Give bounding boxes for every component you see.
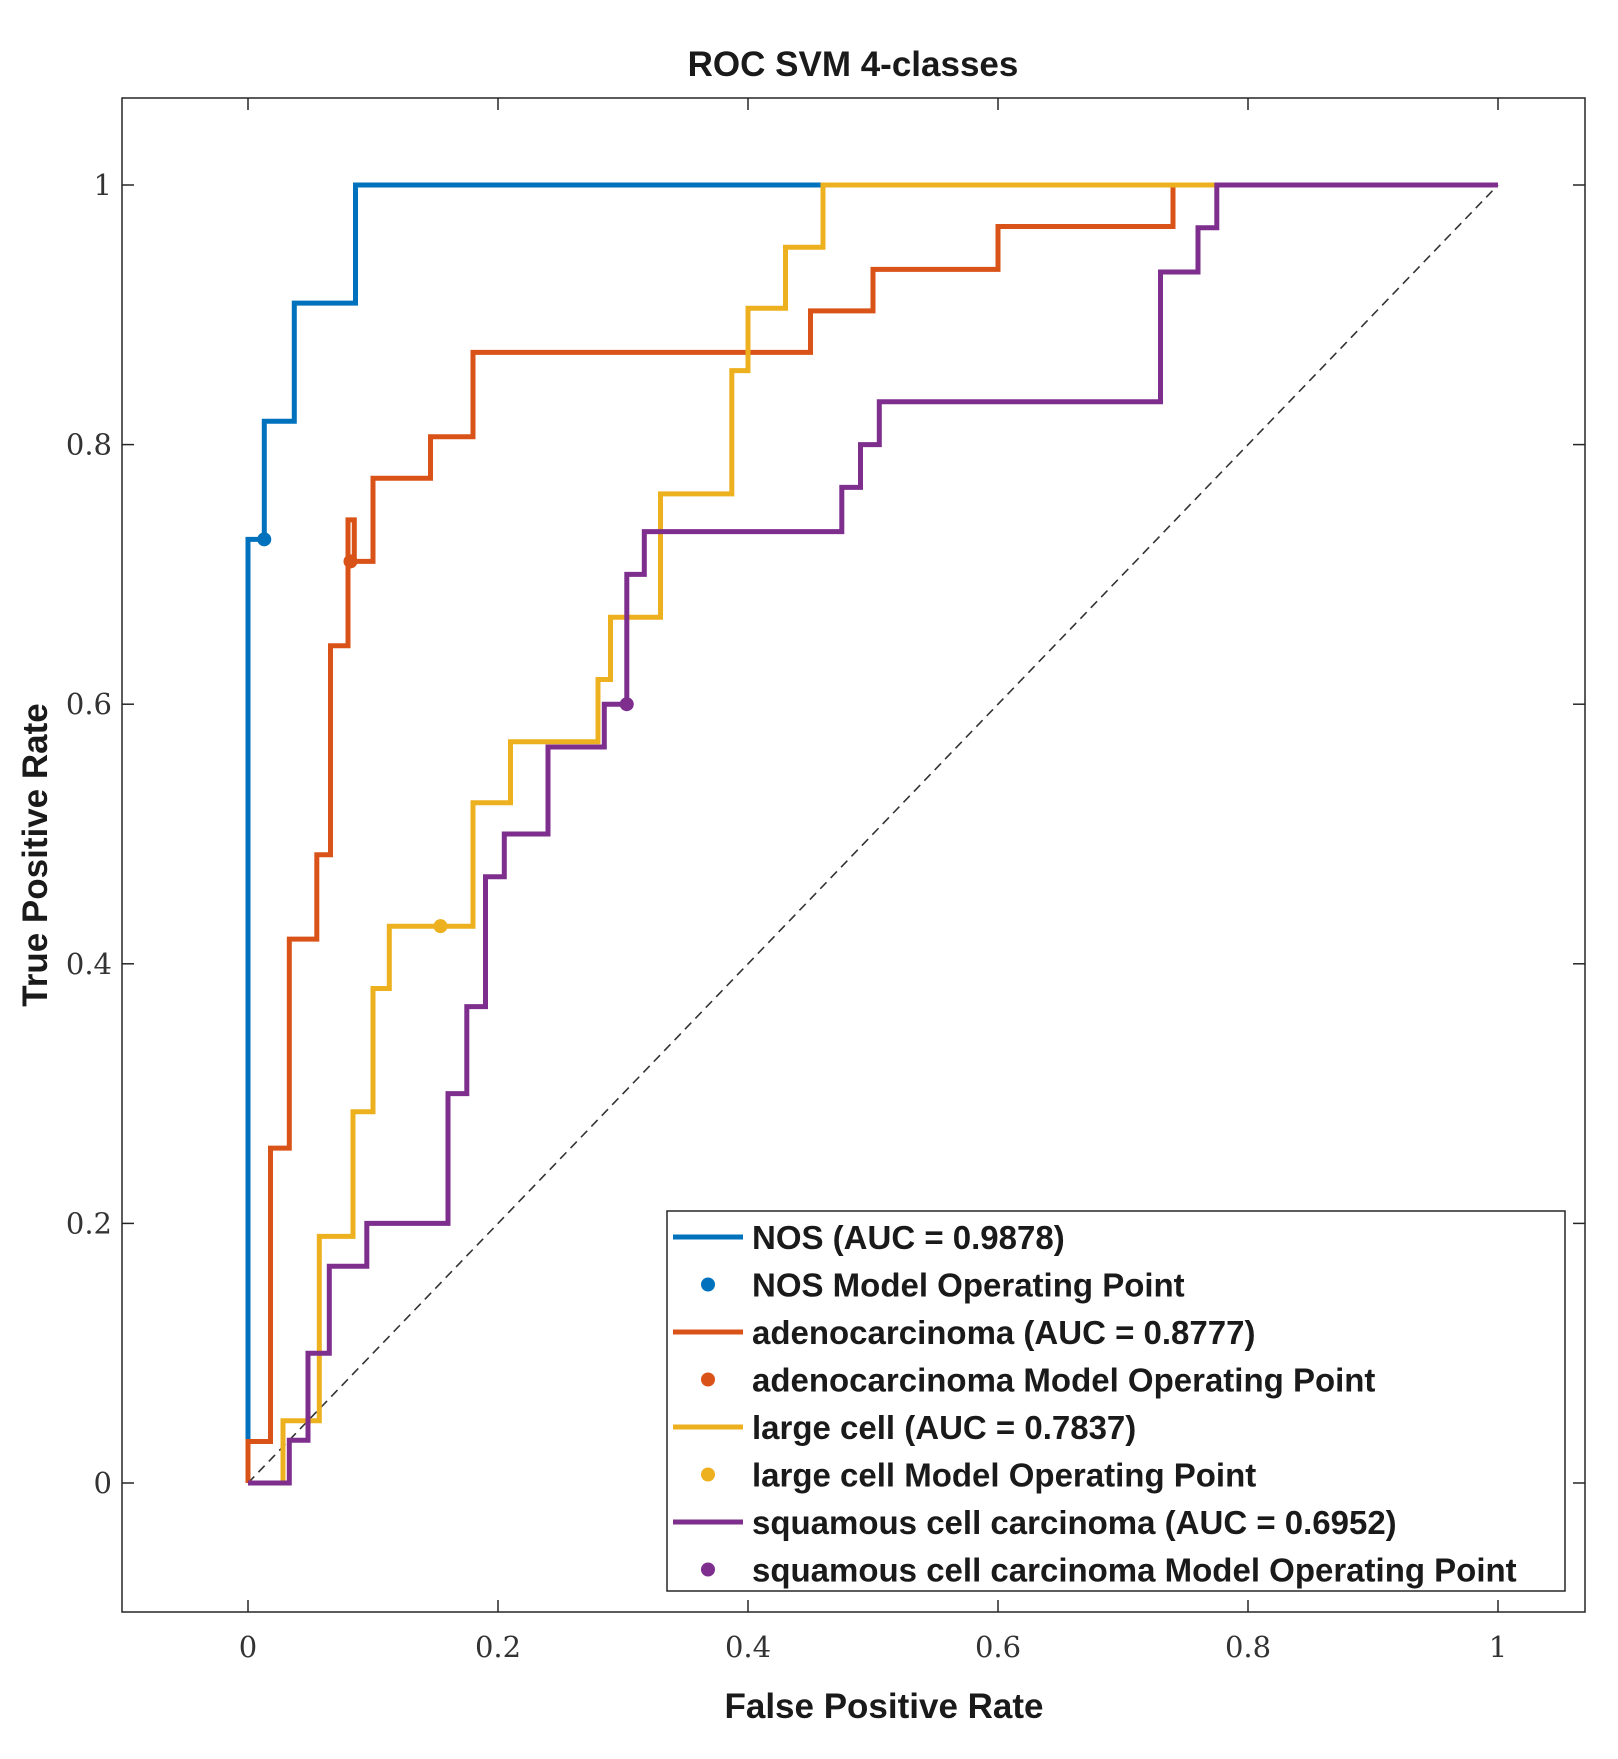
legend-label-adenocarcinoma: adenocarcinoma (AUC = 0.8777) bbox=[752, 1314, 1255, 1351]
legend-label-squamous-cell-carcinoma: squamous cell carcinoma (AUC = 0.6952) bbox=[752, 1504, 1397, 1541]
legend-swatch-point-adenocarcinoma bbox=[701, 1372, 715, 1387]
y-tick-label: 0.8 bbox=[66, 428, 112, 462]
roc-line-large-cell bbox=[248, 182, 1223, 1486]
plot-area bbox=[121, 97, 1586, 1613]
chart-title: ROC SVM 4-classes bbox=[688, 45, 1019, 84]
y-tick-label: 0 bbox=[94, 1466, 112, 1500]
x-tick-label: 1 bbox=[1489, 1630, 1507, 1664]
y-tick-label: 0.4 bbox=[66, 947, 112, 981]
x-axis-label: False Positive Rate bbox=[724, 1687, 1043, 1726]
legend-swatch-point-nos bbox=[701, 1277, 715, 1292]
legend-label-large-cell: large cell (AUC = 0.7837) bbox=[752, 1409, 1136, 1446]
legend-label-operating-point-adenocarcinoma: adenocarcinoma Model Operating Point bbox=[752, 1362, 1375, 1399]
roc-line-nos bbox=[245, 182, 1498, 1483]
legend: NOS (AUC = 0.9878) NOS Model Operating Po… bbox=[666, 1210, 1566, 1592]
operating-point-squamous-cell-carcinoma bbox=[619, 697, 634, 712]
operating-point-nos bbox=[257, 532, 272, 547]
legend-label-operating-point-large-cell: large cell Model Operating Point bbox=[752, 1457, 1256, 1494]
y-tick-label: 0.6 bbox=[66, 687, 112, 721]
y-tick-label: 0.2 bbox=[66, 1206, 112, 1240]
x-tick-label: 0.2 bbox=[475, 1630, 521, 1664]
y-tick-label: 1 bbox=[94, 168, 112, 202]
legend-label-operating-point-nos: NOS Model Operating Point bbox=[752, 1267, 1185, 1304]
x-tick-label: 0.4 bbox=[725, 1630, 771, 1664]
x-tick-label: 0.8 bbox=[1225, 1630, 1271, 1664]
legend-label-nos: NOS (AUC = 0.9878) bbox=[752, 1219, 1065, 1256]
chance-diagonal-line bbox=[247, 184, 1499, 1484]
x-tick-label: 0.6 bbox=[975, 1630, 1021, 1664]
legend-label-operating-point-squamous-cell-carcinoma: squamous cell carcinoma Model Operating … bbox=[752, 1552, 1517, 1589]
legend-box bbox=[666, 1210, 1566, 1592]
legend-swatch-point-squamous-cell-carcinoma bbox=[701, 1562, 715, 1577]
roc-line-squamous-cell-carcinoma bbox=[248, 182, 1498, 1486]
roc-line-adenocarcinoma bbox=[245, 182, 1498, 1483]
operating-point-adenocarcinoma bbox=[343, 554, 358, 569]
legend-swatch-point-large-cell bbox=[701, 1467, 715, 1482]
x-tick-label: 0 bbox=[239, 1630, 257, 1664]
plot-axes: 0 0.2 0.4 0.6 0.8 1 0 0.2 0.4 0.6 0.8 1 bbox=[66, 97, 1586, 1664]
y-axis-label: True Positive Rate bbox=[16, 703, 55, 1006]
operating-point-large-cell bbox=[433, 919, 448, 934]
